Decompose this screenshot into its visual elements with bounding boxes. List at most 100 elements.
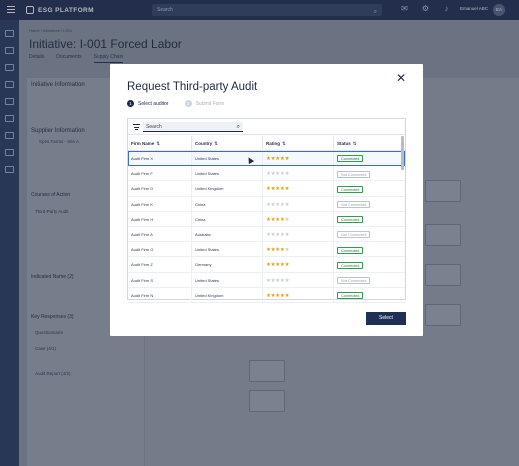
table-row[interactable]: Audit Firm H China ★★★★★ Connected [128,211,405,227]
course-item[interactable]: Third-Party Audit [35,209,69,214]
key-item-audit-report[interactable]: Audit Report (4/2) [35,371,71,376]
rating-cell: ★★★★★ [263,257,334,272]
chain-node[interactable] [425,224,461,246]
breadcrumb[interactable]: Home / Initiatives / I-001 [29,28,73,33]
nav-flag-icon[interactable] [5,64,14,71]
nav-chart-icon[interactable] [5,98,14,105]
nav-dashboard-icon[interactable] [5,47,14,54]
column-header-status[interactable]: Status ⇅ [334,136,405,151]
initiative-info-heading: Initiative Information [31,82,85,88]
supplier-name[interactable]: Spes Farms - Site A [39,139,80,144]
firm-name-cell: Audit Firm A [128,226,192,242]
sort-icon[interactable]: ⇅ [352,141,357,146]
page-tabs: Details Documents Supply Chain [29,54,124,63]
filter-icon[interactable] [133,124,140,130]
nav-home-icon[interactable] [5,30,14,37]
column-label: Country [195,141,213,146]
star-icon: ★ [284,292,290,299]
nav-settings-icon[interactable] [5,166,14,173]
star-icon: ★ [270,231,276,238]
column-header-country[interactable]: Country ⇅ [192,136,263,151]
column-label: Rating [266,141,280,146]
table-row[interactable]: Audit Firm Z Germany ★★★★★ Connected [128,257,405,273]
table-search-placeholder: Search [146,124,162,130]
table-header: Firm Name ⇅ Country ⇅ Rating ⇅ Status ⇅ [128,136,405,151]
star-icon: ★ [279,216,285,223]
status-cell: Connected [334,257,405,271]
progress-steps: 1 Select auditor 2 Submit Form [127,100,224,107]
star-rating: ★★★★★ [266,262,289,268]
star-icon: ★ [284,186,290,193]
sort-icon[interactable]: ⇅ [156,141,161,146]
sort-icon[interactable]: ⇅ [214,141,219,146]
status-badge: Connected [337,246,364,254]
search-icon[interactable]: ⌕ [236,124,240,130]
menu-icon[interactable] [7,6,15,13]
status-badge: Connected [337,292,364,300]
tab-details[interactable]: Details [29,54,45,60]
column-header-rating[interactable]: Rating ⇅ [263,136,334,151]
chain-node[interactable] [249,390,285,412]
table-body: Audit Firm X United States ★★★★★ Connected A… [128,151,405,303]
star-rating: ★★★★★ [266,217,289,223]
star-icon: ★ [266,277,271,284]
nav-folder-icon[interactable] [5,81,14,88]
key-item-case[interactable]: Case (4/1) [35,346,57,351]
table-scrollbar[interactable] [401,136,404,170]
nav-doc-icon[interactable] [5,115,14,122]
star-icon: ★ [266,262,271,269]
supplier-info-heading: Supplier Information [31,128,85,134]
star-icon: ★ [284,262,290,269]
global-search-placeholder: Search [157,7,173,13]
user-name[interactable]: Emanuel ABC [460,6,489,11]
star-icon: ★ [279,186,285,193]
top-bar: ESG PLATFORM Search ⌕ ✉ ⚙ ♪ Emanuel ABC E… [0,0,519,20]
rating-cell: ★★★★★ [263,211,334,226]
sort-icon[interactable]: ⇅ [282,141,286,146]
notification-icon[interactable]: ✉ [401,4,408,13]
nav-people-icon[interactable] [5,132,14,139]
rating-cell: ★★★★★ [263,151,334,166]
star-icon: ★ [266,171,271,178]
table-row[interactable]: Audit Firm D United Kingdom ★★★★★ Connected [128,181,405,197]
table-row[interactable]: Audit Firm S United States ★★★★★ Not Connec… [128,272,405,288]
star-icon: ★ [266,247,271,254]
close-icon[interactable]: ✕ [396,71,407,85]
table-row[interactable]: Audit Firm X United States ★★★★★ Connected [128,151,405,167]
nav-globe-icon[interactable] [5,149,14,156]
star-icon: ★ [266,231,271,238]
avatar[interactable]: EA [493,4,505,16]
country-cell: China [192,196,263,211]
status-cell: Not Connected [334,227,405,241]
rating-cell: ★★★★★ [263,196,334,211]
status-badge: Connected [337,216,364,224]
global-search-input[interactable]: Search ⌕ [152,4,382,16]
star-icon: ★ [275,247,280,254]
select-button[interactable]: Select [366,312,406,325]
chain-node[interactable] [249,360,285,382]
tab-supply-chain[interactable]: Supply Chain [93,54,124,63]
star-icon: ★ [284,216,290,223]
key-item-questionnaire[interactable]: Questionnaire [35,330,64,335]
table-toolbar: Search ⌕ [128,119,405,135]
table-row[interactable]: Audit Firm G United States ★★★★★ Connected [128,242,405,258]
tab-documents[interactable]: Documents [56,54,82,60]
chain-node[interactable] [425,180,461,202]
table-row[interactable]: Audit Firm N United Kingdom ★★★★★ Connected [128,287,405,303]
search-icon[interactable]: ⌕ [373,9,377,15]
column-header-firm-name[interactable]: Firm Name ⇅ [128,136,192,151]
star-icon: ★ [266,292,271,299]
chain-node[interactable] [425,264,461,286]
table-row[interactable]: Audit Firm F United States ★★★★★ Not Connec… [128,166,405,182]
bell-icon[interactable]: ♪ [444,4,449,13]
chain-node[interactable] [425,304,461,326]
request-audit-modal: Request Third-party Audit ✕ 1 Select aud… [110,64,423,336]
gear-icon[interactable]: ⚙ [421,4,430,13]
star-icon: ★ [284,201,290,208]
table-row[interactable]: Audit Firm A Australia ★★★★★ Not Connected [128,226,405,243]
table-search-input[interactable]: Search ⌕ [143,122,243,132]
brand-logo[interactable]: ESG PLATFORM [26,6,94,14]
star-icon: ★ [270,171,276,178]
status-cell: Connected [334,212,405,226]
table-row[interactable]: Audit Firm K China ★★★★★ Not Connected [128,196,405,212]
